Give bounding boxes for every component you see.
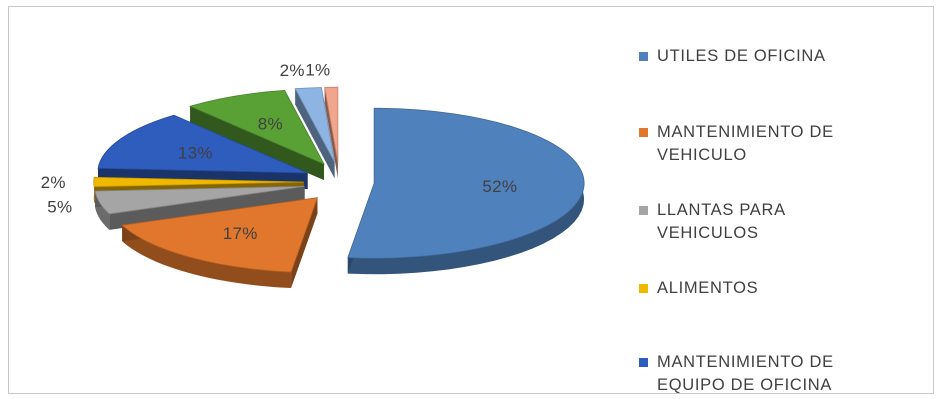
pie-slice-5 [188, 89, 325, 181]
slice-wall [295, 88, 335, 179]
data-label-3: 2% [41, 173, 66, 192]
legend-label: MANTENIMIENTO DE EQUIPO DE OFICINA [657, 353, 834, 394]
data-label-0: 52% [482, 177, 517, 196]
slice-top [97, 114, 308, 174]
legend-swatch [639, 52, 648, 61]
pie-slice-1 [121, 197, 319, 289]
slice-wall [291, 197, 318, 289]
data-label-7: 1% [305, 60, 330, 79]
slice-top [94, 185, 305, 215]
pie-slice-0 [347, 107, 585, 275]
slice-rim [95, 191, 110, 230]
legend-label: UTILES DE OFICINA [657, 47, 826, 65]
slice-top [121, 197, 319, 273]
legend-label: ALIMENTOS [657, 279, 759, 297]
legend-swatch [639, 128, 648, 137]
slice-rim [122, 225, 292, 289]
slice-top [294, 87, 335, 163]
legend-label: LLANTAS PARA VEHICULOS [657, 201, 786, 242]
pie-chart: 52%17%5%2%13%8%2% 1% [41, 60, 585, 289]
slice-wall [324, 87, 338, 179]
legend-swatch [639, 358, 648, 367]
data-label-2: 5% [47, 198, 72, 217]
data-label-4: 13% [178, 144, 213, 163]
pie-slice-2 [94, 185, 305, 230]
legend-label: MANTENIMIENTO DE VEHICULO [657, 123, 834, 164]
slice-top [188, 89, 325, 165]
pie-slice-7 [324, 86, 339, 179]
legend-swatch [639, 206, 648, 215]
data-label-5: 8% [258, 114, 283, 133]
slice-top [93, 176, 304, 188]
legend-swatch [639, 284, 648, 293]
data-label-6: 2% [280, 61, 305, 80]
slice-top [324, 86, 339, 163]
data-label-1: 17% [223, 224, 258, 243]
slice-top [347, 107, 585, 259]
pie-slice-6 [294, 87, 335, 179]
slice-wall [190, 106, 325, 181]
chart-area: 52% 17% 5% 2% 13% 8% 2% 1% UTILES DE OFICINA MA… [8, 6, 934, 394]
